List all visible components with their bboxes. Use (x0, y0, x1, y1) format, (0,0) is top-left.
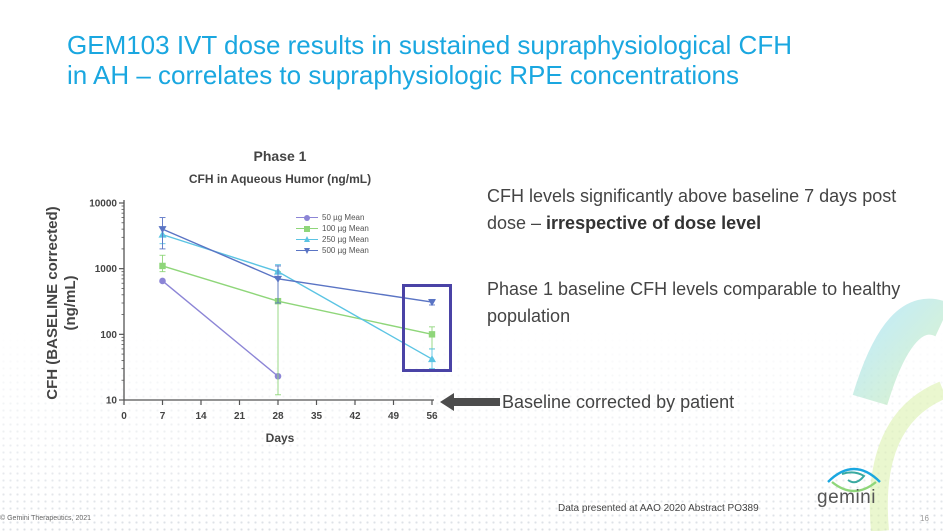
finding-significant-cfh: CFH levels significantly above baseline … (487, 183, 907, 237)
legend-swatch-250 (296, 235, 318, 244)
x-tick-label: 21 (234, 411, 246, 422)
copyright: © Gemini Therapeutics, 2021 (0, 515, 92, 522)
x-tick-label: 28 (272, 411, 284, 422)
data-point-2 (428, 355, 436, 363)
legend-item-500: 500 µg Mean (296, 245, 369, 256)
finding-significant-bold: irrespective of dose level (546, 213, 762, 233)
x-tick-label: 56 (426, 411, 438, 422)
x-tick-label: 0 (121, 411, 127, 422)
chart-title: Phase 1 (253, 148, 307, 164)
gemini-eye-logo-icon (827, 467, 881, 493)
series-line-1 (162, 265, 433, 336)
slide-title: GEM103 IVT dose results in sustained sup… (67, 30, 887, 90)
chart-legend: 50 µg Mean 100 µg Mean 250 µg Mean 500 µ… (296, 212, 369, 256)
legend-item-100: 100 µg Mean (296, 223, 369, 234)
data-point-3 (158, 226, 167, 234)
legend-label-100: 100 µg Mean (322, 224, 369, 233)
legend-label-50: 50 µg Mean (322, 213, 365, 222)
y-tick-label: 100 (100, 330, 117, 341)
chart-subtitle: CFH in Aqueous Humor (ng/mL) (188, 172, 372, 186)
legend-item-50: 50 µg Mean (296, 212, 369, 223)
data-point-1 (428, 331, 436, 338)
data-point-3 (428, 299, 436, 307)
legend-swatch-100 (296, 225, 318, 233)
data-point-0 (159, 277, 166, 285)
x-tick-label: 7 (160, 411, 166, 422)
legend-label-250: 250 µg Mean (322, 235, 369, 244)
page-number: 16 (920, 514, 929, 523)
x-tick-label: 49 (388, 411, 400, 422)
legend-label-500: 500 µg Mean (322, 246, 369, 255)
legend-swatch-500 (296, 247, 318, 255)
slide-title-line1: GEM103 IVT dose results in sustained sup… (67, 30, 792, 60)
gemini-logo-text: gemini (817, 487, 876, 508)
finding-baseline-comparable: Phase 1 baseline CFH levels comparable t… (487, 279, 901, 326)
legend-swatch-50 (296, 214, 318, 222)
legend-item-250: 250 µg Mean (296, 234, 369, 245)
y-tick-label: 1000 (95, 264, 118, 275)
x-tick-label: 35 (311, 411, 323, 422)
left-arrow-icon (440, 393, 500, 411)
dotted-background (0, 330, 943, 531)
y-tick-label: 10000 (89, 199, 117, 210)
day56-highlight-box (402, 284, 452, 372)
x-tick-label: 14 (195, 411, 207, 422)
x-axis-label: Days (265, 431, 295, 445)
baseline-note: Baseline corrected by patient (502, 392, 735, 412)
y-tick-label: 10 (106, 396, 118, 407)
series-line-0 (162, 280, 279, 377)
slide-title-line2: in AH – correlates to supraphysiologic R… (67, 60, 740, 90)
data-point-1 (159, 262, 166, 270)
source-note: Data presented at AAO 2020 Abstract PO38… (558, 503, 759, 514)
x-tick-label: 42 (349, 411, 361, 422)
finding-significant-text: CFH levels significantly above baseline … (487, 186, 897, 233)
data-point-3 (274, 275, 282, 283)
